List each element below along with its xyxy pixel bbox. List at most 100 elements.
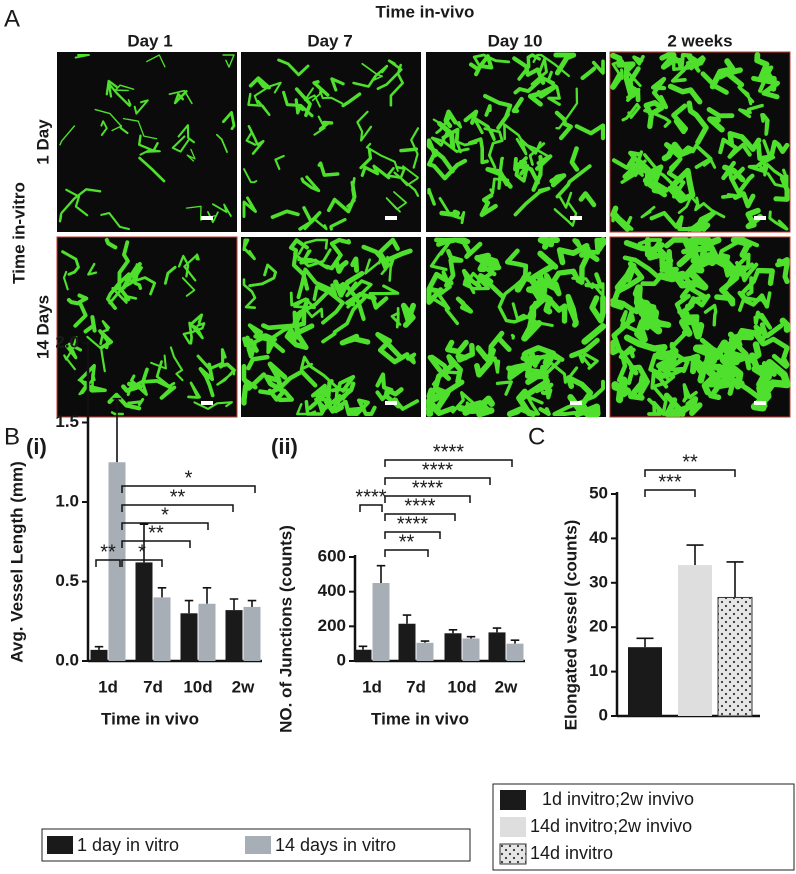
bar <box>462 638 480 661</box>
vessel <box>196 348 227 371</box>
vessel <box>567 394 601 418</box>
vessel <box>60 188 102 215</box>
vessel <box>242 238 256 261</box>
panel-sublabel: (i) <box>26 434 47 459</box>
vessel <box>59 125 76 146</box>
vessel <box>105 79 118 96</box>
significance-bracket <box>121 522 209 530</box>
vessel <box>406 352 417 365</box>
significance-bracket <box>384 549 429 557</box>
vessel <box>686 100 709 146</box>
vessel <box>133 99 149 115</box>
error-bar <box>112 397 122 463</box>
vessel <box>497 156 505 190</box>
vessel <box>531 154 544 192</box>
vessel <box>61 250 80 276</box>
y-tick-label: 40 <box>589 528 608 547</box>
error-bar <box>492 627 502 633</box>
vessel <box>690 262 705 274</box>
bar <box>628 647 662 716</box>
scale-bar <box>385 216 397 220</box>
significance-bracket <box>644 489 696 497</box>
vessel <box>78 363 107 393</box>
vessel <box>738 103 764 119</box>
vessel <box>679 317 705 340</box>
vessel <box>610 261 645 310</box>
vessel <box>762 161 789 182</box>
vessel <box>650 76 669 110</box>
row-header: 1 Day <box>33 119 52 165</box>
bar <box>398 623 416 661</box>
vessel <box>661 141 683 162</box>
significance-bracket <box>644 469 736 477</box>
vessel <box>356 110 373 142</box>
vessel <box>187 381 201 399</box>
error-bar <box>358 645 368 650</box>
vessel <box>427 188 436 206</box>
vessel <box>702 158 717 169</box>
error-bar <box>157 587 167 598</box>
vessel <box>472 53 511 69</box>
vessel <box>651 181 669 195</box>
vessel <box>580 66 597 81</box>
vessel <box>751 75 780 100</box>
vessel <box>717 67 745 88</box>
y-tick-label: 1.5 <box>55 412 79 431</box>
error-bar <box>229 598 239 611</box>
vessel <box>732 191 756 209</box>
vessel <box>721 193 737 199</box>
vessel <box>65 188 89 217</box>
vessel <box>727 131 762 152</box>
significance-label: * <box>161 504 169 526</box>
bar <box>717 596 753 717</box>
vessel <box>438 197 466 225</box>
column-header: Day 10 <box>488 31 543 50</box>
y-tick-label: 200 <box>318 616 346 635</box>
vessel <box>538 351 565 366</box>
vessel <box>611 209 634 231</box>
significance-label: **** <box>397 513 428 535</box>
bar <box>135 562 153 661</box>
panel-label: A <box>4 5 20 32</box>
vessel <box>538 407 551 417</box>
y-tick-label: 30 <box>589 572 608 591</box>
vessel <box>595 236 607 253</box>
bar <box>678 565 712 716</box>
vessel <box>614 262 637 292</box>
vessel <box>555 164 592 199</box>
vessel <box>248 76 271 90</box>
vessel <box>455 296 474 314</box>
vessel <box>198 362 215 398</box>
vessel <box>169 346 184 382</box>
vessel <box>671 103 689 135</box>
vessel <box>483 93 513 130</box>
vessel <box>511 302 554 327</box>
vessel <box>437 121 456 150</box>
vessel <box>566 375 594 411</box>
vessel <box>534 382 554 400</box>
vessel <box>399 147 419 153</box>
vessel <box>489 177 510 195</box>
vessel <box>434 237 483 260</box>
vessel <box>66 298 81 306</box>
vessel <box>634 317 663 344</box>
vessel <box>264 361 288 393</box>
error-bar <box>94 645 104 650</box>
bar <box>354 649 372 661</box>
panel-label: C <box>528 423 545 450</box>
vessel <box>746 341 769 373</box>
vessel <box>58 213 63 223</box>
vessel <box>553 202 578 227</box>
vessel <box>760 112 770 136</box>
scale-bar <box>570 216 582 220</box>
vessel <box>303 217 328 231</box>
vessel <box>345 291 389 310</box>
vessel <box>549 173 567 188</box>
bar <box>180 613 198 661</box>
vessel <box>521 271 548 342</box>
vessel <box>222 54 235 68</box>
vessel <box>375 372 394 402</box>
vessel <box>258 369 318 396</box>
vessel <box>485 167 513 189</box>
significance-bracket <box>121 559 163 567</box>
